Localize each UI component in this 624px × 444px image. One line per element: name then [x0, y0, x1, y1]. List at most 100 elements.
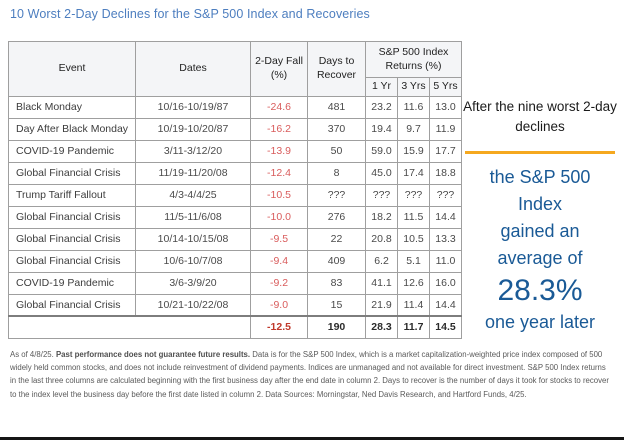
event-cell: Black Monday	[8, 95, 136, 119]
return-3yrs-cell: 15.9	[397, 139, 430, 163]
callout-intro-text: After the nine worst 2-day declines	[463, 99, 617, 135]
return-1yr-cell: 21.9	[365, 293, 398, 317]
col-header-fall: 2-Day Fall (%)	[250, 41, 308, 97]
days-cell: 22	[307, 227, 366, 251]
return-1yr-cell: ???	[365, 183, 398, 207]
col-header-1yr: 1 Yr	[365, 77, 398, 97]
event-cell: COVID-19 Pandemic	[8, 271, 136, 295]
table-row: COVID-19 Pandemic 3/11-3/12/20 -13.9 50 59.0…	[8, 139, 463, 163]
callout-main-text: the S&P 500 Index gained an average of	[462, 164, 618, 272]
event-cell: Global Financial Crisis	[8, 227, 136, 251]
footnote-disclaimer-bold: Past performance does not guarantee futu…	[55, 349, 251, 359]
event-cell: Global Financial Crisis	[8, 293, 136, 317]
fall-cell: -9.0	[250, 293, 308, 317]
col-header-dates: Dates	[135, 41, 251, 97]
fall-cell: -10.0	[250, 205, 308, 229]
bottom-border-bar	[0, 437, 624, 440]
return-5yrs-cell: 11.9	[428, 117, 463, 141]
orange-divider	[465, 150, 615, 154]
return-3yrs-cell: 12.6	[397, 271, 430, 295]
return-1yr-cell: 20.8	[365, 227, 398, 251]
return-3yrs-cell: 9.7	[397, 117, 430, 141]
fall-cell: -24.6	[250, 95, 308, 119]
table-row: Global Financial Crisis 11/5-11/6/08 -10.0…	[8, 205, 463, 229]
days-cell: 370	[307, 117, 366, 141]
event-cell: COVID-19 Pandemic	[8, 139, 136, 163]
table-row: COVID-19 Pandemic 3/6-3/9/20 -9.2 83 41.1 12.…	[8, 271, 463, 295]
fall-cell: -12.4	[250, 161, 308, 185]
fall-cell: -9.2	[250, 271, 308, 295]
callout-highlight-value: 28.3%	[497, 273, 583, 307]
return-5yrs-cell: 13.3	[428, 227, 463, 251]
return-1yr-cell: 19.4	[365, 117, 398, 141]
return-3yrs-cell: 5.1	[397, 249, 430, 273]
days-cell: 481	[307, 95, 366, 119]
table-row: Global Financial Crisis 10/6-10/7/08 -9.4 4…	[8, 249, 463, 273]
table-row: Day After Black Monday 10/19-10/20/87 -16.…	[8, 117, 463, 141]
days-cell: ???	[307, 183, 366, 207]
dates-cell: 10/6-10/7/08	[135, 249, 251, 273]
return-1yr-cell: 6.2	[365, 249, 398, 273]
table-body: Black Monday 10/16-10/19/87 -24.6 481 23.2 11…	[8, 95, 463, 317]
fall-cell: -13.9	[250, 139, 308, 163]
fall-cell: -9.5	[250, 227, 308, 251]
callout-main-line: average of	[497, 247, 583, 268]
fall-cell: -10.5	[250, 183, 308, 207]
header-row-main: Event Dates 2-Day Fall (%) Days to Recov…	[8, 41, 463, 97]
event-cell: Day After Black Monday	[8, 117, 136, 141]
return-5yrs-cell: 16.0	[428, 271, 463, 295]
event-cell: Global Financial Crisis	[8, 205, 136, 229]
dates-cell: 11/19-11/20/08	[135, 161, 251, 185]
dates-cell: 3/11-3/12/20	[135, 139, 251, 163]
dates-cell: 4/3-4/4/25	[135, 183, 251, 207]
dates-cell: 11/5-11/6/08	[135, 205, 251, 229]
col-header-3yrs: 3 Yrs	[397, 77, 430, 97]
return-5yrs-cell: 17.7	[428, 139, 463, 163]
table-row: Global Financial Crisis 10/21-10/22/08 -9.…	[8, 293, 463, 317]
return-5yrs-cell: 11.0	[428, 249, 463, 273]
callout-main-line: Index	[517, 193, 563, 214]
fall-cell: -16.2	[250, 117, 308, 141]
dates-cell: 10/14-10/15/08	[135, 227, 251, 251]
average-fall-cell: -12.5	[250, 315, 308, 339]
return-1yr-cell: 23.2	[365, 95, 398, 119]
table-row: Black Monday 10/16-10/19/87 -24.6 481 23.2 11…	[8, 95, 463, 119]
return-1yr-cell: 18.2	[365, 205, 398, 229]
return-5yrs-cell: 13.0	[428, 95, 463, 119]
dates-cell: 3/6-3/9/20	[135, 271, 251, 295]
return-3yrs-cell: 11.5	[397, 205, 430, 229]
footnote-rest: Data is for the S&P 500 Index, which is …	[10, 349, 609, 399]
footnote: As of 4/8/25. Past performance does not …	[10, 348, 610, 402]
table-row: Trump Tariff Fallout 4/3-4/4/25 -10.5?????…	[8, 183, 463, 207]
col-group-header-returns: S&P 500 Index Returns (%)	[364, 41, 463, 78]
average-1yr-cell: 28.3	[365, 315, 398, 339]
return-3yrs-cell: 10.5	[397, 227, 430, 251]
days-cell: 15	[307, 293, 366, 317]
return-5yrs-cell: 18.8	[428, 161, 463, 185]
return-1yr-cell: 41.1	[365, 271, 398, 295]
days-cell: 8	[307, 161, 366, 185]
col-header-5yrs: 5 Yrs	[428, 77, 463, 97]
return-5yrs-cell: ???	[428, 183, 463, 207]
return-5yrs-cell: 14.4	[428, 293, 463, 317]
days-cell: 409	[307, 249, 366, 273]
average-3yrs-cell: 11.7	[397, 315, 430, 339]
header-row-sub: 1 Yr 3 Yrs 5 Yrs	[9, 77, 463, 97]
dates-cell: 10/16-10/19/87	[135, 95, 251, 119]
days-cell: 50	[307, 139, 366, 163]
event-cell: Trump Tariff Fallout	[8, 183, 136, 207]
callout-panel: After the nine worst 2-day declines the …	[462, 41, 618, 336]
average-row: -12.5 190 28.3 11.7 14.5	[8, 315, 463, 339]
days-cell: 83	[307, 271, 366, 295]
days-cell: 276	[307, 205, 366, 229]
fall-cell: -9.4	[250, 249, 308, 273]
footnote-as-of: As of 4/8/25.	[10, 349, 56, 359]
dates-cell: 10/19-10/20/87	[135, 117, 251, 141]
return-3yrs-cell: ???	[397, 183, 430, 207]
col-header-days: Days to Recover	[307, 41, 366, 97]
return-1yr-cell: 59.0	[365, 139, 398, 163]
table-header: Event Dates 2-Day Fall (%) Days to Recov…	[8, 41, 463, 97]
callout-outro-text: one year later	[484, 312, 596, 332]
return-3yrs-cell: 11.4	[397, 293, 430, 317]
